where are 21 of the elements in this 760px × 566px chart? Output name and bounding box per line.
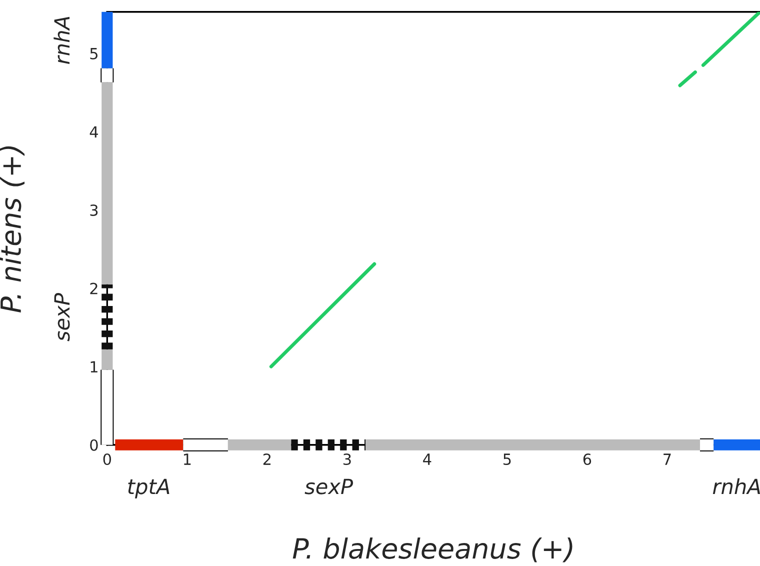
x-axis-title: P. blakesleeanus (+) bbox=[292, 537, 572, 562]
annotation: tptA bbox=[128, 478, 170, 498]
y-tick-label: 1 bbox=[90, 361, 98, 372]
x-tick-label: 7 bbox=[664, 454, 671, 465]
y-tick-label: 4 bbox=[90, 126, 98, 138]
x-tick-label: 1 bbox=[184, 454, 191, 465]
x-tick-label: 4 bbox=[423, 454, 432, 465]
annotation: sexP bbox=[304, 478, 354, 494]
y-tick-label: 2 bbox=[90, 282, 98, 294]
y-tick-label: 3 bbox=[90, 204, 98, 216]
annotation: rnhA bbox=[54, 16, 70, 64]
y-tick-label: 5 bbox=[90, 48, 98, 60]
x-tick-label: 2 bbox=[263, 453, 270, 465]
x-tick-label: 3 bbox=[343, 453, 351, 466]
annotation: rnhA bbox=[712, 478, 760, 494]
x-tick-label: 0 bbox=[103, 453, 112, 466]
y-axis-title: P. nitens (+) bbox=[0, 146, 24, 313]
x-tick-label: 5 bbox=[504, 454, 511, 466]
annotation: sexP bbox=[54, 293, 70, 342]
y-tick-label: 0 bbox=[90, 439, 98, 451]
x-tick-label: 6 bbox=[583, 453, 592, 466]
